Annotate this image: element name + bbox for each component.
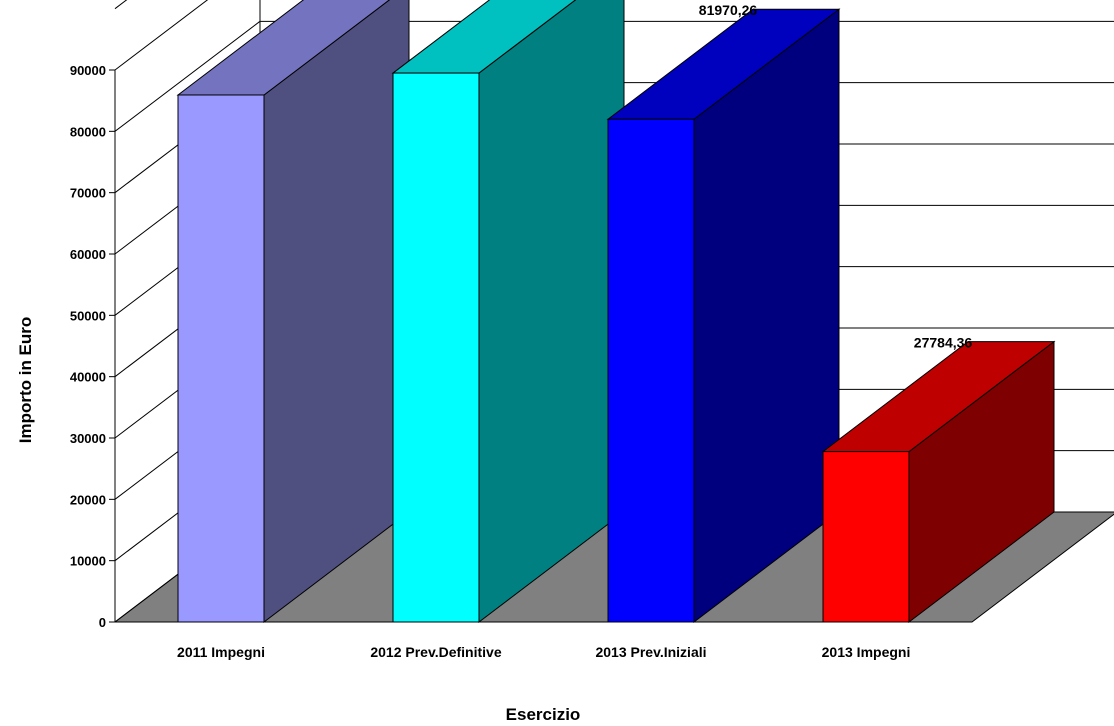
x-tick-label: 2012 Prev.Definitive — [370, 644, 501, 660]
gridline-side — [114, 0, 128, 10]
y-tick-label: 60000 — [70, 247, 106, 262]
bar-1 — [176, 0, 410, 624]
y-tick-label: 80000 — [70, 124, 106, 139]
data-label: 81970,26 — [699, 2, 758, 18]
y-tick-label: 10000 — [70, 554, 106, 569]
x-tick-label: 2013 Prev.Iniziali — [595, 644, 706, 660]
y-tick-label: 20000 — [70, 492, 106, 507]
data-label: 27784,36 — [914, 335, 973, 351]
y-tick-label: 30000 — [70, 431, 106, 446]
bar-side-face — [478, 0, 625, 624]
gridline-side — [114, 0, 209, 71]
y-tick-label: 40000 — [70, 370, 106, 385]
x-axis-title: Esercizio — [506, 705, 581, 724]
y-axis: 0 10000 20000 30000 40000 50000 60000 70000 8000… — [70, 63, 116, 630]
gridline-side — [114, 20, 261, 132]
x-tick-label: 2011 Impegni — [177, 644, 265, 660]
bar-4 — [821, 340, 1056, 624]
y-tick-label: 70000 — [70, 186, 106, 201]
y-tick-label: 0 — [99, 615, 106, 630]
bars — [176, 0, 1056, 624]
y-axis-title: Importo in Euro — [16, 317, 35, 444]
bar-front-face — [392, 72, 480, 623]
bar-front-face — [177, 94, 265, 623]
bar-front-face — [822, 451, 910, 623]
bar-front-face — [607, 118, 695, 623]
x-tick-label: 2013 Impegni — [822, 644, 911, 660]
bar-3 — [606, 8, 841, 624]
y-tick-label: 50000 — [70, 308, 106, 323]
bar-2 — [391, 0, 625, 624]
x-axis: 2011 Impegni 2012 Prev.Definitive 2013 Pre… — [115, 621, 972, 660]
bar-side-face — [263, 0, 410, 624]
y-tick-label: 90000 — [70, 63, 106, 78]
